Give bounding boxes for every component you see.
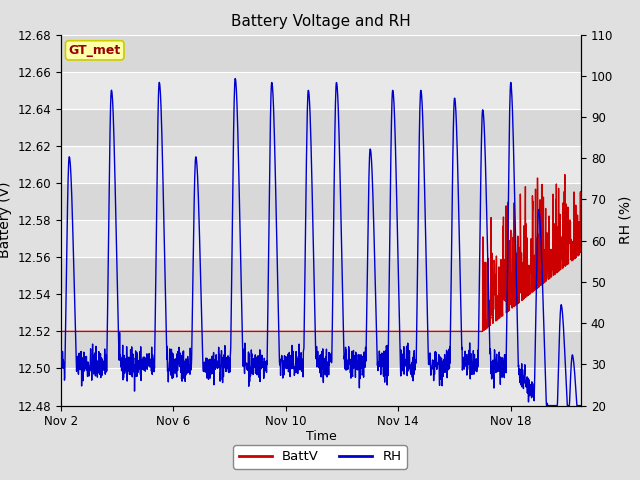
RH xyxy=(566,385,574,391)
RH xyxy=(353,358,361,363)
Line: RH: RH xyxy=(61,79,581,406)
BattV xyxy=(577,235,585,241)
Bar xyxy=(61,183,581,220)
Bar xyxy=(61,294,581,331)
Y-axis label: RH (%): RH (%) xyxy=(619,196,633,244)
Bar xyxy=(61,109,581,146)
RH xyxy=(490,362,498,368)
Bar xyxy=(61,331,581,369)
BattV xyxy=(490,286,498,292)
Line: BattV: BattV xyxy=(61,175,581,331)
BattV xyxy=(70,328,77,334)
RH xyxy=(473,369,481,374)
RH xyxy=(577,403,585,408)
Bar xyxy=(61,35,581,72)
Bar xyxy=(61,369,581,406)
Title: Battery Voltage and RH: Battery Voltage and RH xyxy=(231,14,411,29)
Bar xyxy=(61,220,581,257)
Text: GT_met: GT_met xyxy=(68,44,121,57)
Bar xyxy=(61,257,581,294)
BattV xyxy=(57,328,65,334)
Legend: BattV, RH: BattV, RH xyxy=(234,445,406,468)
RH xyxy=(70,264,77,269)
RH xyxy=(232,76,239,82)
BattV xyxy=(566,217,573,223)
BattV xyxy=(561,172,568,178)
BattV xyxy=(353,328,360,334)
X-axis label: Time: Time xyxy=(305,430,337,443)
Y-axis label: Battery (V): Battery (V) xyxy=(0,182,12,258)
RH xyxy=(543,403,550,408)
Bar xyxy=(61,72,581,109)
BattV xyxy=(564,261,572,266)
BattV xyxy=(472,328,480,334)
Bar xyxy=(61,146,581,183)
RH xyxy=(565,403,573,408)
RH xyxy=(57,358,65,363)
